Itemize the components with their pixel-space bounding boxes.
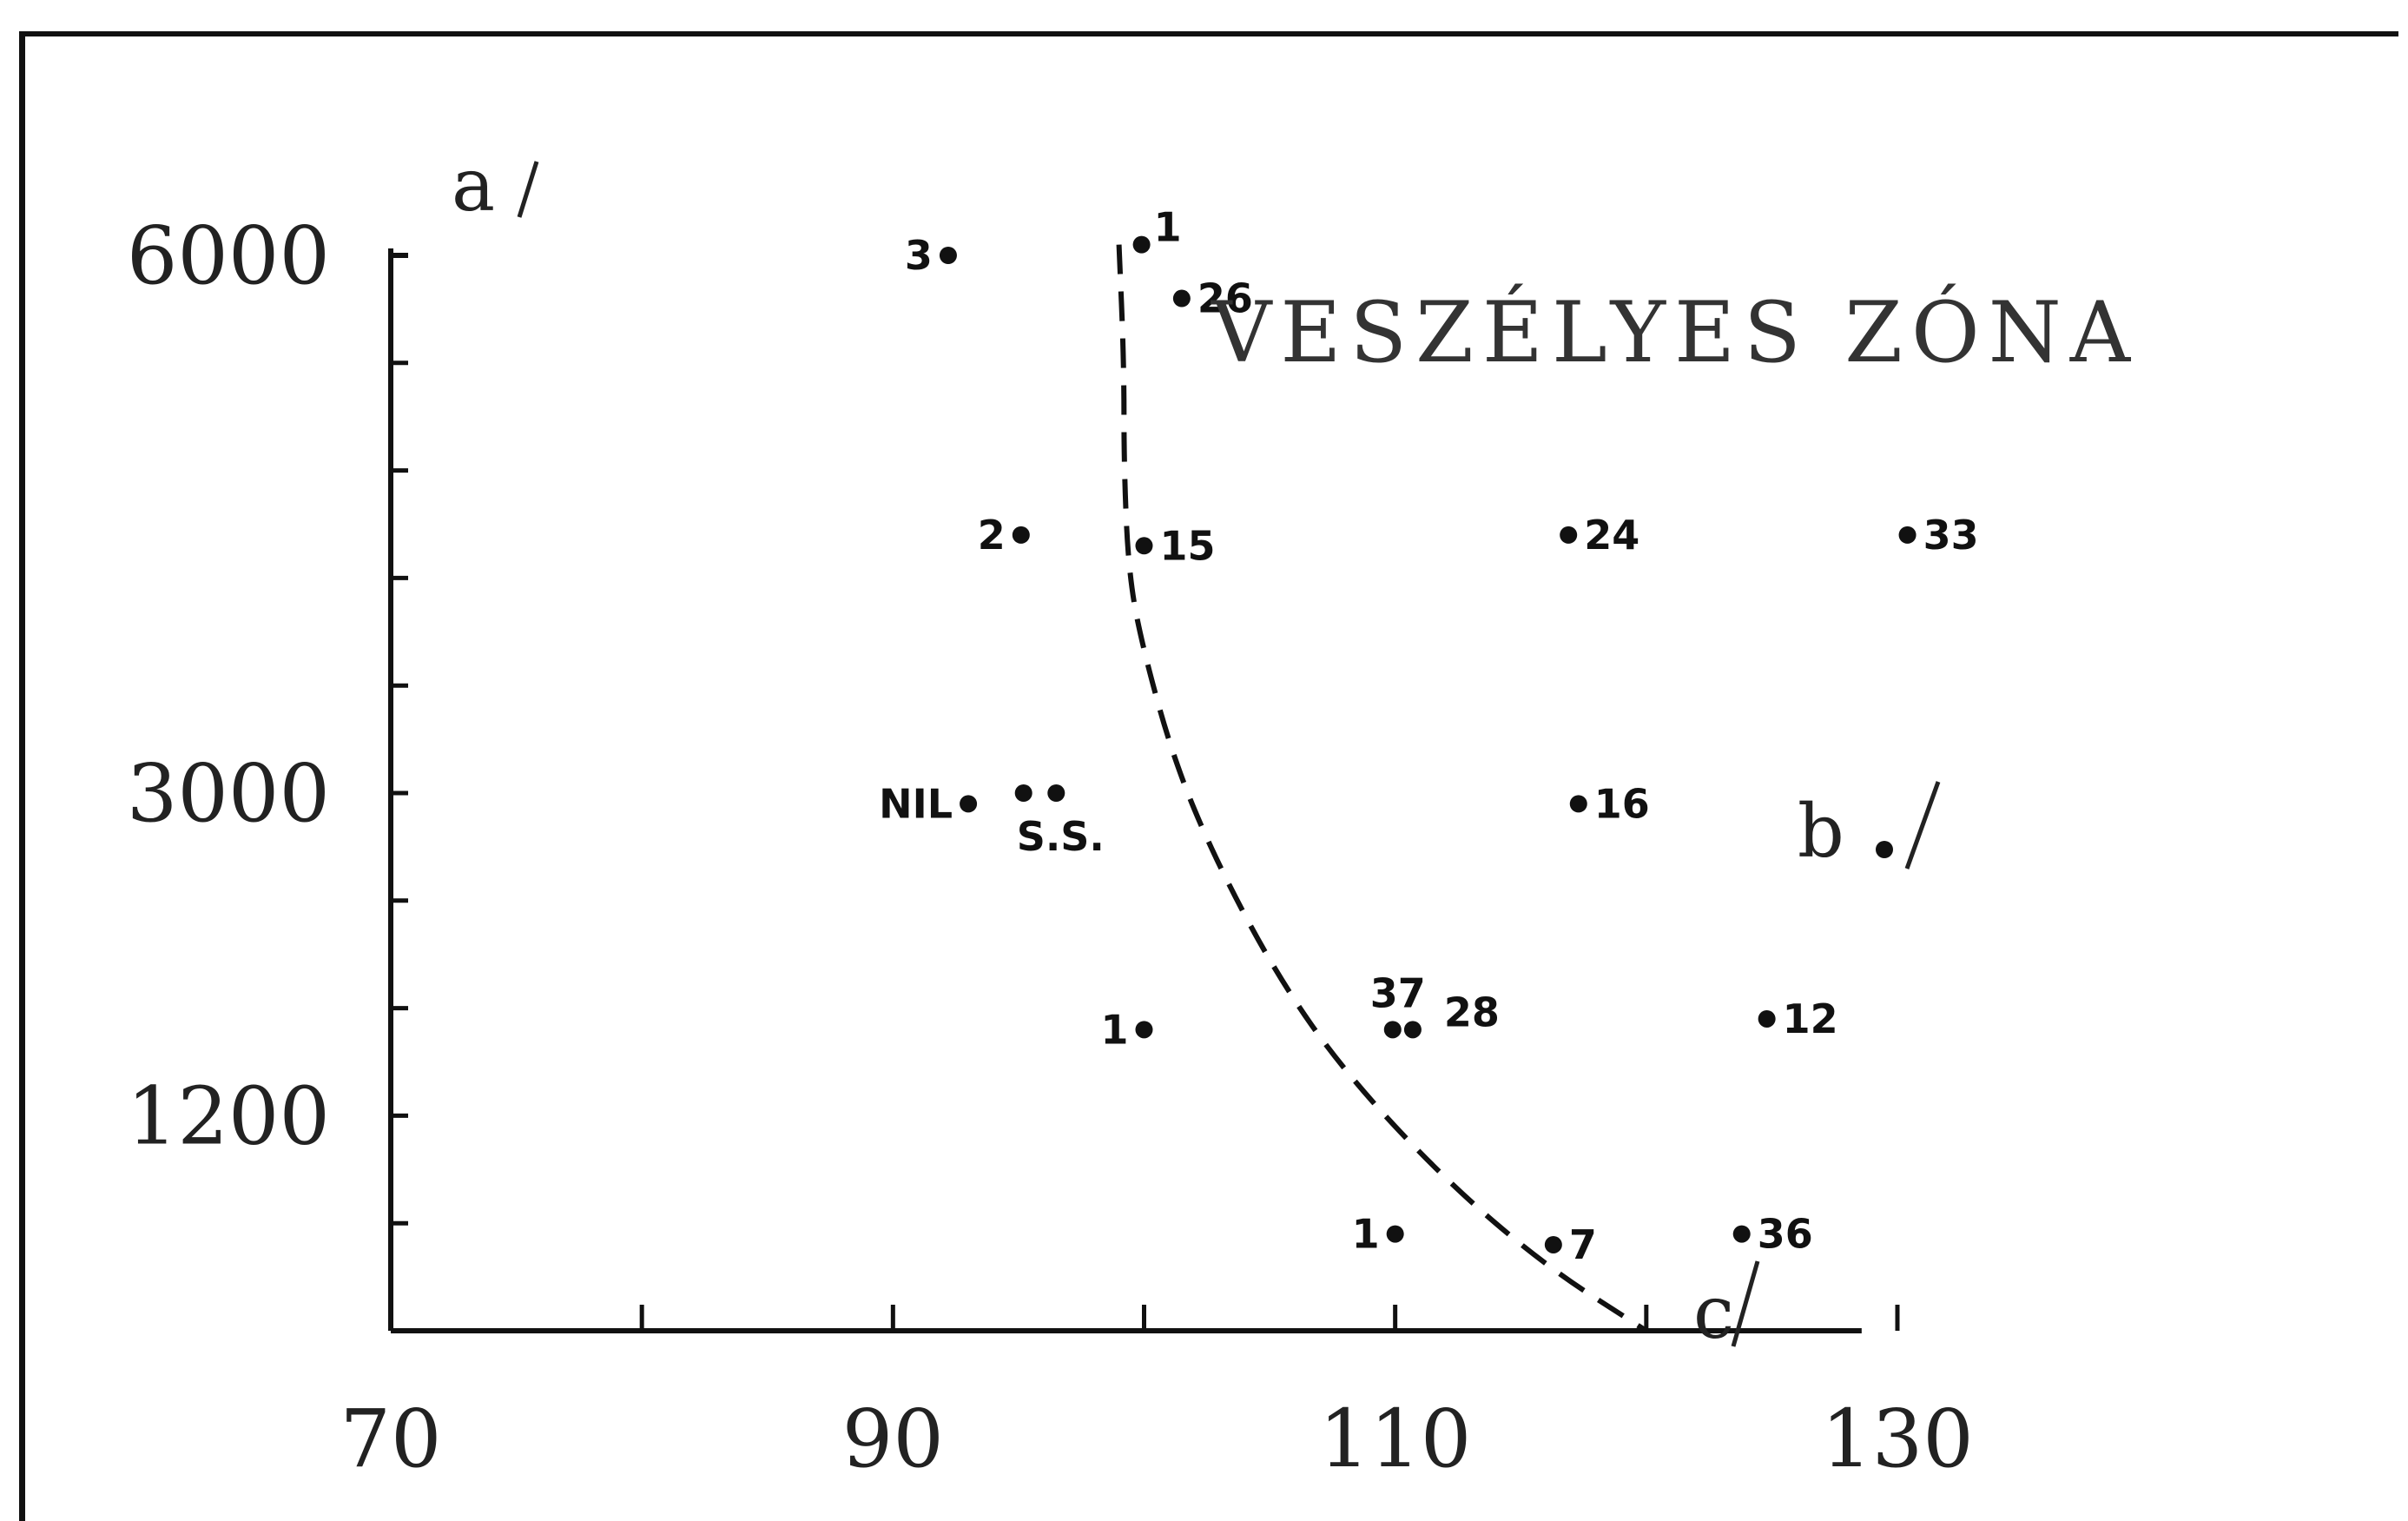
data-point-label: 1 bbox=[1352, 1211, 1380, 1258]
side-letter-b: b bbox=[1798, 789, 1844, 874]
data-point bbox=[1544, 1235, 1562, 1253]
data-point-label: NIL bbox=[879, 780, 953, 827]
x-tick-label: 90 bbox=[842, 1392, 944, 1485]
data-point-label: 26 bbox=[1197, 275, 1253, 322]
x-axis-letter: c bbox=[1693, 1270, 1734, 1355]
y-tick-label: 3000 bbox=[127, 747, 330, 840]
data-point bbox=[1732, 1225, 1751, 1243]
danger-boundary-group bbox=[1116, 244, 1648, 1333]
data-point-label: 28 bbox=[1444, 989, 1500, 1035]
data-point bbox=[1403, 1021, 1422, 1039]
danger-boundary-curve bbox=[1116, 244, 1648, 1333]
data-point bbox=[1135, 1021, 1153, 1039]
data-point bbox=[1047, 784, 1065, 802]
axis-letter-slash bbox=[517, 161, 539, 218]
data-point bbox=[1132, 235, 1151, 254]
data-point-label: 3 bbox=[905, 232, 933, 279]
y-tick-label: 1200 bbox=[127, 1069, 330, 1162]
data-point-label: 2 bbox=[978, 512, 1006, 559]
data-point-label: 16 bbox=[1594, 780, 1650, 827]
data-point bbox=[1560, 526, 1578, 544]
data-point-label: 15 bbox=[1160, 522, 1216, 569]
side-letter-dot bbox=[1876, 841, 1893, 858]
data-point-label: 24 bbox=[1584, 512, 1639, 559]
data-point-label: 1 bbox=[1100, 1006, 1128, 1053]
data-point-label: S.S. bbox=[1017, 813, 1105, 860]
axes-group: 70 90 110 130 1200 3000 6000 bbox=[127, 161, 1974, 1485]
data-point-label: 7 bbox=[1569, 1221, 1597, 1268]
data-point bbox=[1758, 1009, 1776, 1028]
y-axis-letter: a bbox=[452, 142, 495, 228]
data-points-group: 3 1 26 2 15 24 33 NIL S.S. 16 1 37 28 12 1 7 36 bbox=[879, 204, 1978, 1268]
data-point-label: 37 bbox=[1370, 969, 1426, 1016]
data-point bbox=[1014, 784, 1032, 802]
x-tick-label: 70 bbox=[340, 1392, 441, 1485]
data-point-label: 33 bbox=[1923, 512, 1979, 559]
data-point-label: 36 bbox=[1758, 1211, 1813, 1258]
x-tick-label: 110 bbox=[1319, 1392, 1472, 1485]
x-tick-label: 130 bbox=[1821, 1392, 1974, 1485]
data-point bbox=[1386, 1225, 1404, 1243]
chart-frame bbox=[19, 31, 2398, 1521]
data-point bbox=[1383, 1021, 1402, 1039]
data-point bbox=[960, 795, 978, 813]
y-tick-label: 6000 bbox=[127, 209, 330, 302]
data-point bbox=[1898, 526, 1917, 544]
data-point-label: 1 bbox=[1154, 204, 1182, 251]
data-point bbox=[1172, 289, 1191, 308]
data-point bbox=[1012, 526, 1030, 544]
danger-zone-label: VESZÉLYES ZÓNA bbox=[1211, 284, 2139, 381]
data-point bbox=[939, 247, 957, 264]
data-point bbox=[1135, 537, 1153, 555]
axis-letter-slash bbox=[1731, 1260, 1760, 1347]
data-point bbox=[1569, 795, 1587, 813]
data-point-label: 12 bbox=[1783, 995, 1838, 1042]
axis-letter-slash bbox=[1904, 781, 1941, 870]
